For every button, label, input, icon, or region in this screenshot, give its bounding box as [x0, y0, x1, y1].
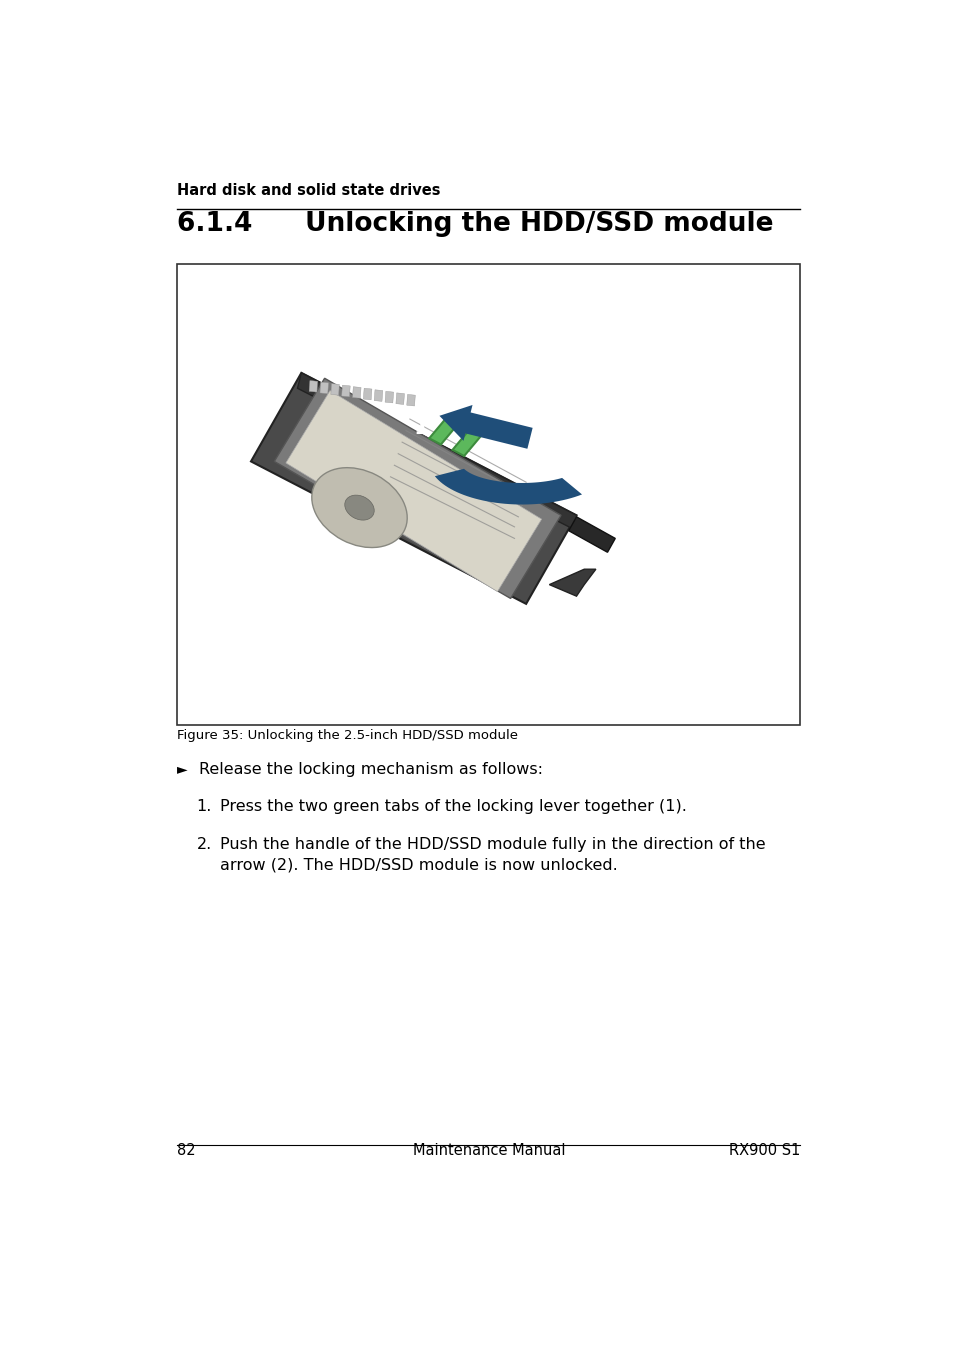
Ellipse shape	[344, 495, 374, 521]
Polygon shape	[374, 390, 382, 402]
Text: 2: 2	[579, 475, 596, 495]
Text: 1: 1	[414, 418, 429, 438]
Polygon shape	[319, 382, 328, 394]
Text: 2.: 2.	[196, 838, 212, 853]
Polygon shape	[549, 569, 596, 596]
Polygon shape	[406, 394, 415, 406]
Text: Hard disk and solid state drives: Hard disk and solid state drives	[177, 183, 440, 198]
Text: Release the locking mechanism as follows:: Release the locking mechanism as follows…	[199, 762, 542, 777]
Text: 1.: 1.	[196, 799, 212, 813]
Polygon shape	[341, 386, 350, 397]
FancyArrow shape	[439, 405, 532, 449]
Polygon shape	[353, 387, 360, 398]
Polygon shape	[568, 517, 615, 552]
Polygon shape	[286, 391, 541, 592]
Text: Figure 35: Unlocking the 2.5-inch HDD/SSD module: Figure 35: Unlocking the 2.5-inch HDD/SS…	[177, 730, 517, 742]
PathPatch shape	[435, 469, 592, 505]
Text: Maintenance Manual: Maintenance Manual	[413, 1143, 564, 1159]
Polygon shape	[385, 391, 394, 403]
Text: Press the two green tabs of the locking lever together (1).: Press the two green tabs of the locking …	[220, 799, 686, 813]
Bar	[177, 264, 800, 724]
Text: RX900 S1: RX900 S1	[728, 1143, 800, 1159]
Polygon shape	[363, 389, 372, 399]
Text: Push the handle of the HDD/SSD module fully in the direction of the: Push the handle of the HDD/SSD module fu…	[220, 838, 765, 853]
Polygon shape	[331, 383, 339, 395]
Text: 82: 82	[177, 1143, 195, 1159]
Polygon shape	[429, 415, 459, 444]
Text: 6.1.4  Unlocking the HDD/SSD module: 6.1.4 Unlocking the HDD/SSD module	[177, 210, 773, 236]
Polygon shape	[395, 393, 404, 405]
Text: arrow (2). The HDD/SSD module is now unlocked.: arrow (2). The HDD/SSD module is now unl…	[220, 857, 618, 873]
Polygon shape	[309, 380, 317, 393]
Polygon shape	[297, 372, 576, 530]
Polygon shape	[274, 378, 560, 599]
Text: ►: ►	[177, 762, 188, 776]
Polygon shape	[452, 426, 483, 456]
Polygon shape	[251, 372, 576, 604]
Ellipse shape	[312, 468, 407, 548]
